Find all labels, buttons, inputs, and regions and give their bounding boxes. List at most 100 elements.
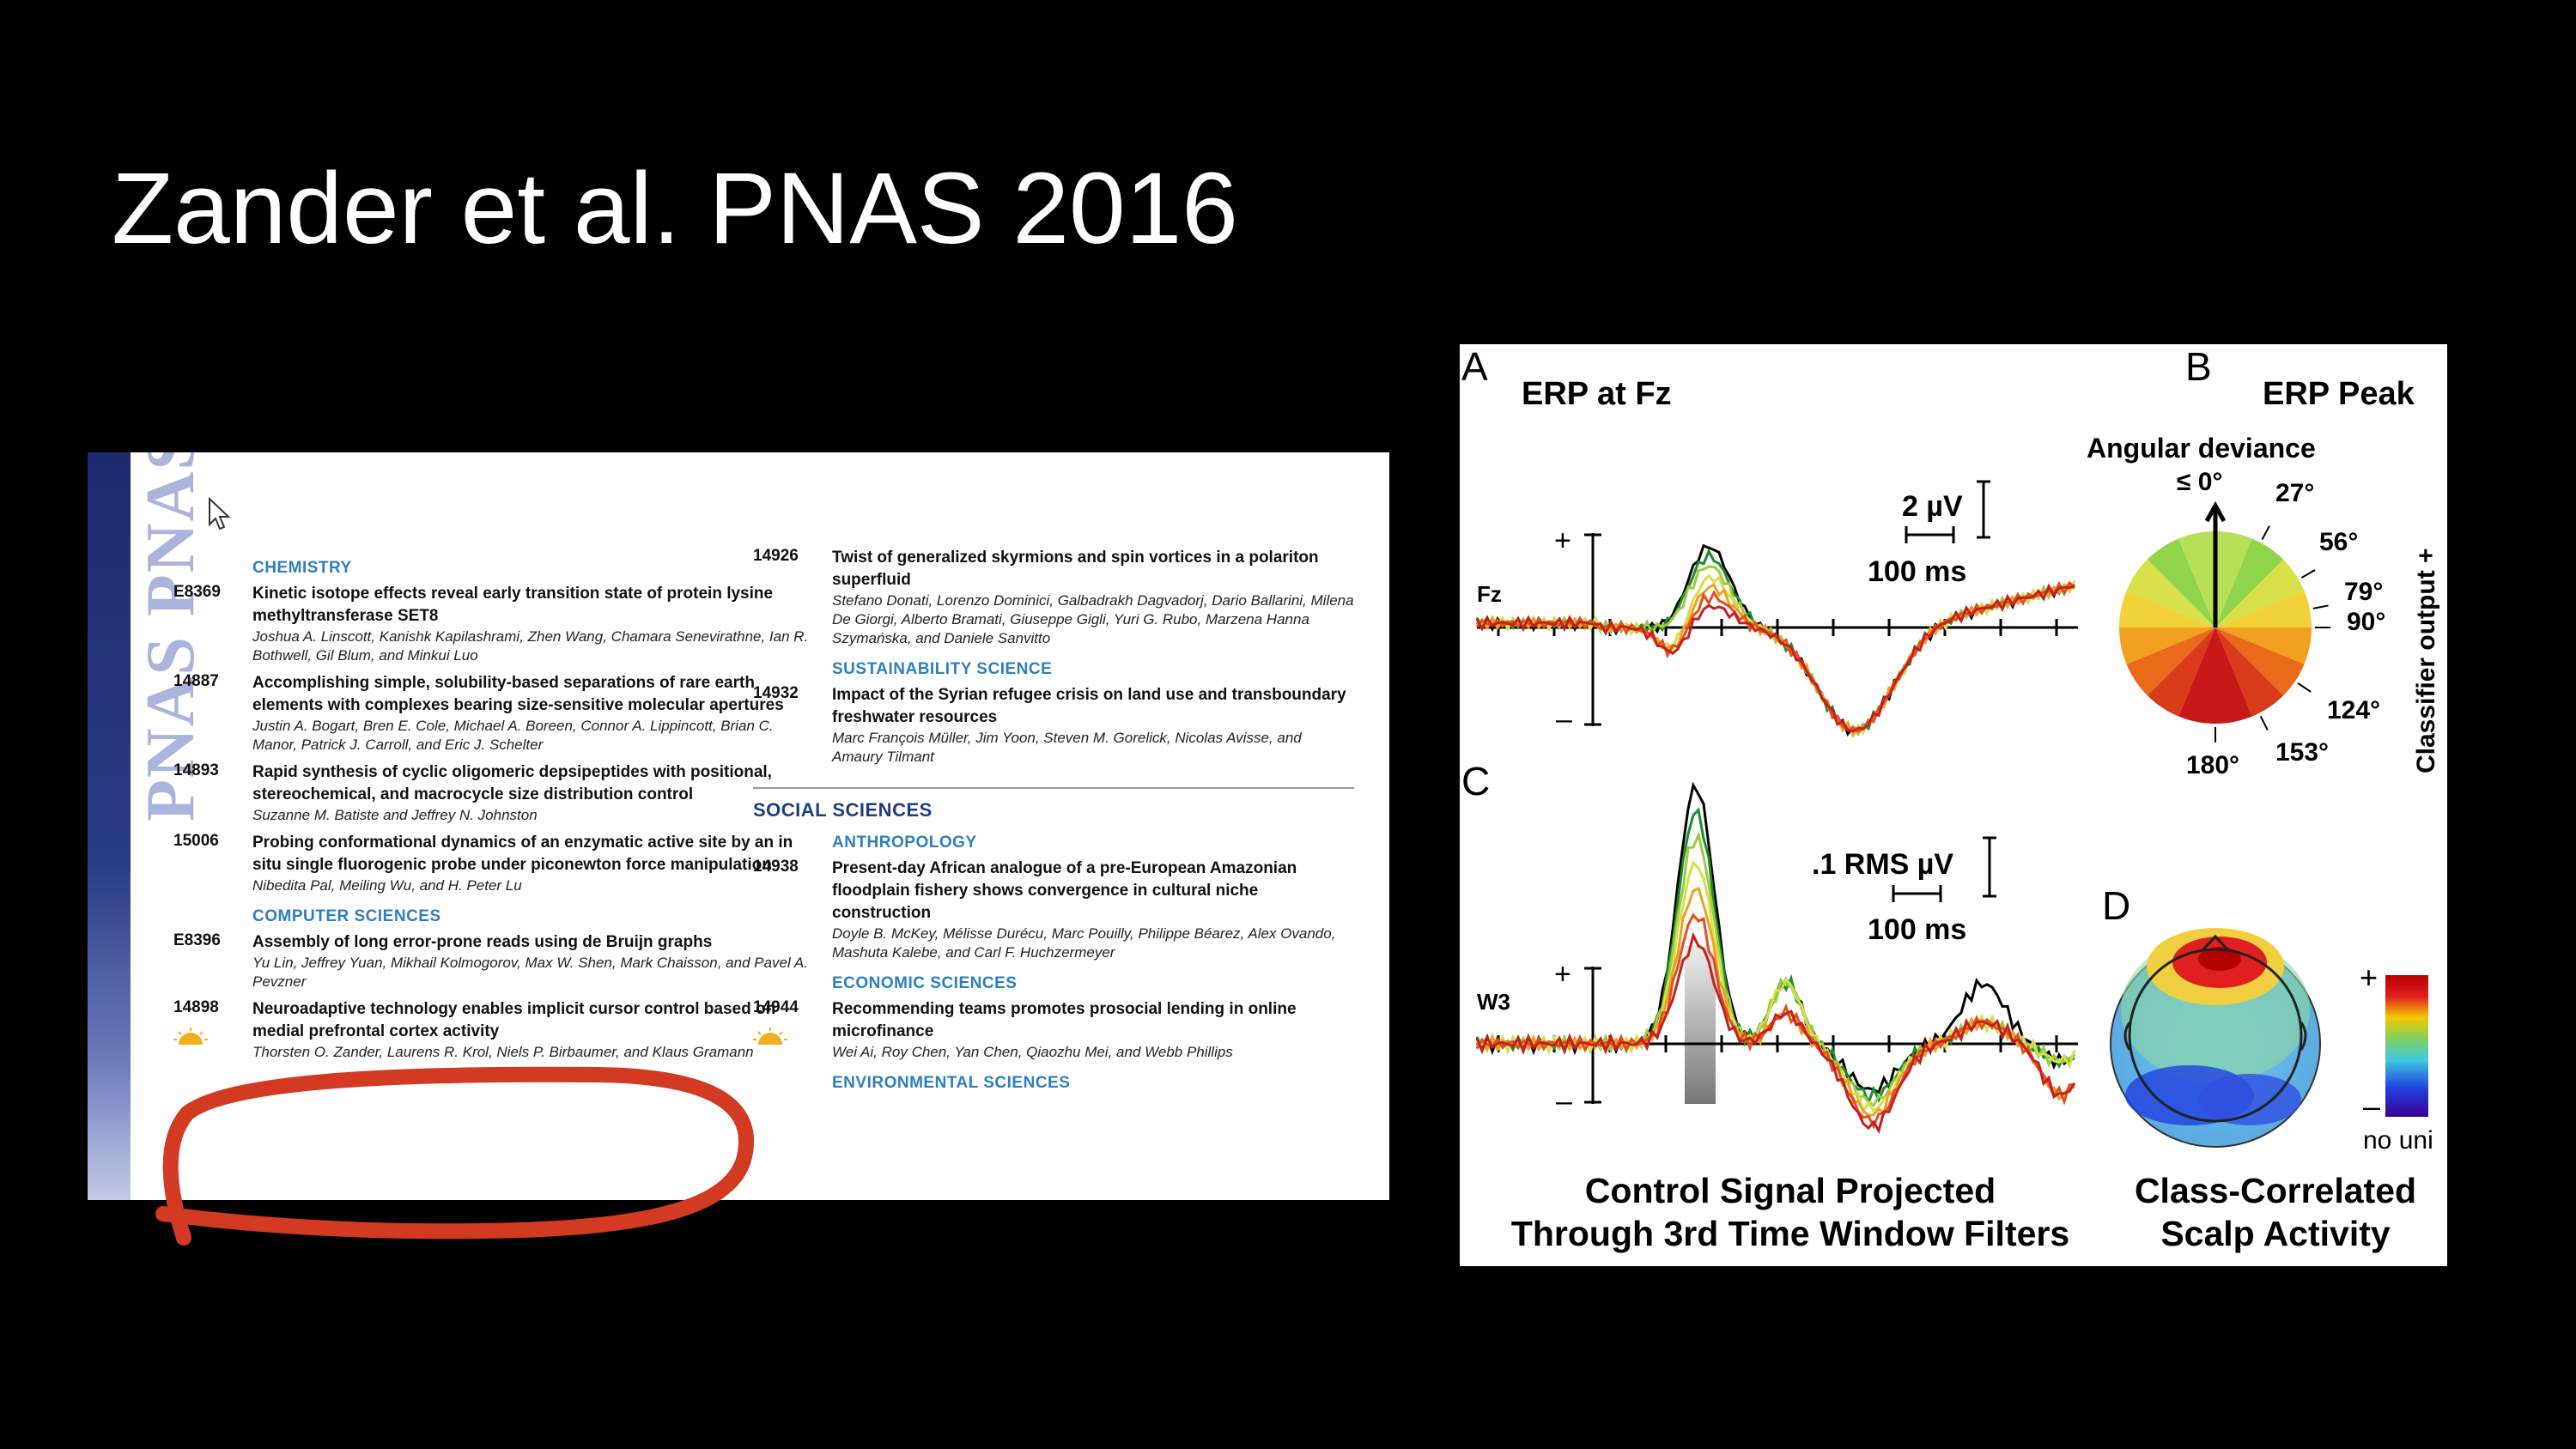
pie-slice bbox=[2178, 627, 2215, 724]
toc-article-authors: Justin A. Bogart, Bren E. Cole, Michael … bbox=[252, 718, 774, 753]
angle-label-27: 27° bbox=[2275, 479, 2314, 507]
panel-a-title: ERP at Fz bbox=[1522, 376, 1672, 412]
toc-article-title[interactable]: Twist of generalized skyrmions and spin … bbox=[832, 549, 1319, 589]
toc-page-number: 14944 bbox=[753, 998, 799, 1016]
toc-entry[interactable]: 14926 Twist of generalized skyrmions and … bbox=[753, 547, 1354, 648]
pie-slice bbox=[2147, 538, 2215, 627]
angle-tick bbox=[2297, 682, 2312, 693]
angle-label-79: 79° bbox=[2344, 578, 2383, 606]
pie-slice bbox=[2215, 627, 2284, 717]
toc-entry[interactable]: 14944 Recommending teams promotes prosoci… bbox=[753, 998, 1354, 1062]
angle-tick bbox=[2300, 569, 2316, 579]
panel-d-letter: D bbox=[2102, 883, 2130, 928]
angle-tick bbox=[2312, 604, 2329, 609]
toc-page-number: 14932 bbox=[753, 684, 799, 702]
panel-a-channel: Fz bbox=[1477, 581, 1502, 607]
colorbar-minus: – bbox=[2363, 1088, 2380, 1124]
pie-slice bbox=[2215, 627, 2305, 696]
toc-article-authors: Thorsten O. Zander, Laurens R. Krol, Nie… bbox=[252, 1044, 754, 1060]
panel-a-traces bbox=[1475, 543, 2076, 738]
toc-article-authors: Stefano Donati, Lorenzo Dominici, Galbad… bbox=[832, 592, 1354, 646]
panel-a-letter: A bbox=[1461, 344, 1488, 389]
toc-entry[interactable]: 14898 Neuroadaptive technology enables im… bbox=[173, 998, 809, 1062]
toc-left-column: CHEMISTRY E8369 Kinetic isotope effects re… bbox=[173, 547, 809, 1069]
pie-slice bbox=[2215, 538, 2284, 627]
toc-entry[interactable]: 14887 Accomplishing simple, solubility-ba… bbox=[173, 672, 809, 755]
toc-page-number: 14926 bbox=[753, 547, 799, 565]
pie-slice bbox=[2119, 591, 2215, 627]
erp-trace bbox=[1475, 912, 2075, 1130]
toc-entry[interactable]: E8396 Assembly of long error-prone reads … bbox=[173, 931, 809, 991]
toc-article-title[interactable]: Kinetic isotope effects reveal early tra… bbox=[252, 585, 774, 625]
panel-b-letter: B bbox=[2185, 344, 2212, 389]
open-access-sun-icon bbox=[173, 1028, 208, 1045]
pie-slice bbox=[2119, 627, 2215, 664]
panel-a-scale-bars bbox=[1905, 480, 1990, 543]
pie-slice bbox=[2215, 627, 2252, 724]
angular-deviance-pie bbox=[2119, 500, 2330, 743]
toc-article-authors: Doyle B. McKey, Mélisse Durécu, Marc Pou… bbox=[832, 925, 1336, 961]
panel-a-minus: – bbox=[1556, 703, 1572, 736]
toc-section-heading: ANTHROPOLOGY bbox=[832, 834, 977, 852]
panel-c-minus: – bbox=[1556, 1085, 1572, 1118]
toc-right-column: 14926 Twist of generalized skyrmions and … bbox=[753, 547, 1354, 1098]
panel-c-plus: + bbox=[1554, 958, 1571, 991]
mouse-cursor-icon bbox=[209, 497, 231, 530]
panel-c-letter: C bbox=[1461, 759, 1490, 803]
pie-slice bbox=[2215, 627, 2312, 664]
toc-article-title[interactable]: Accomplishing simple, solubility-based s… bbox=[252, 674, 784, 714]
erp-trace bbox=[1475, 931, 2076, 1134]
toc-entry[interactable]: E8369 Kinetic isotope effects reveal earl… bbox=[173, 583, 809, 665]
toc-section-heading: COMPUTER SCIENCES bbox=[252, 907, 441, 925]
angle-label-153: 153° bbox=[2275, 738, 2329, 767]
colorbar bbox=[2385, 975, 2428, 1117]
toc-article-authors: Nibedita Pal, Meiling Wu, and H. Peter L… bbox=[252, 877, 522, 894]
toc-entry[interactable]: 14938 Present-day African analogue of a p… bbox=[753, 858, 1354, 962]
toc-page-number: 14938 bbox=[753, 858, 799, 876]
panel-d-caption-line1: Class-Correlated bbox=[2135, 1171, 2416, 1210]
toc-section-heading: CHEMISTRY bbox=[252, 559, 352, 577]
angle-label-0: ≤ 0° bbox=[2177, 468, 2222, 496]
toc-section-heading: SUSTAINABILITY SCIENCE bbox=[832, 660, 1053, 678]
toc-entry[interactable]: 15006 Probing conformational dynamics of … bbox=[173, 832, 809, 895]
toc-article-authors: Suzanne M. Batiste and Jeffrey N. Johnst… bbox=[252, 807, 538, 823]
panel-a-scale-voltage: 2 µV bbox=[1902, 490, 1963, 523]
toc-article-authors: Yu Lin, Jeffrey Yuan, Mikhail Kolmogorov… bbox=[252, 955, 808, 990]
erp-figure: A ERP at Fz Fz + – 2 µV 100 ms B ERP Pea… bbox=[1460, 344, 2447, 1266]
toc-article-title[interactable]: Rapid synthesis of cyclic oligomeric dep… bbox=[252, 763, 772, 803]
toc-page-number: 15006 bbox=[173, 832, 219, 850]
pie-slice bbox=[2126, 627, 2215, 696]
toc-article-title[interactable]: Neuroadaptive technology enables implici… bbox=[252, 1000, 776, 1040]
pie-slice bbox=[2126, 559, 2215, 627]
angle-label-124: 124° bbox=[2327, 696, 2380, 724]
slide-title: Zander et al. PNAS 2016 bbox=[112, 152, 1238, 265]
pie-slice bbox=[2147, 627, 2215, 717]
toc-entry[interactable]: 14893 Rapid synthesis of cyclic oligomeri… bbox=[173, 761, 809, 825]
toc-article-title[interactable]: Recommending teams promotes prosocial le… bbox=[832, 1000, 1297, 1040]
panel-d-caption-line2: Scalp Activity bbox=[2160, 1214, 2391, 1253]
pie-slice bbox=[2178, 531, 2215, 627]
panel-c-traces bbox=[1475, 781, 2076, 1134]
toc-major-section-heading: SOCIAL SCIENCES bbox=[753, 787, 1354, 822]
toc-article-title[interactable]: Impact of the Syrian refugee crisis on l… bbox=[832, 686, 1346, 726]
arrow-up-icon bbox=[2204, 500, 2227, 627]
panel-c-scale-voltage: .1 RMS µV bbox=[1812, 848, 1953, 881]
panel-a-plus: + bbox=[1554, 524, 1571, 557]
colorbar-plus: + bbox=[2360, 960, 2378, 995]
erp-trace bbox=[1475, 583, 2075, 733]
toc-entry[interactable]: 14932 Impact of the Syrian refugee crisis… bbox=[753, 684, 1354, 767]
toc-article-title[interactable]: Probing conformational dynamics of an en… bbox=[252, 834, 793, 874]
toc-page-number: 14887 bbox=[173, 672, 219, 690]
toc-article-title[interactable]: Assembly of long error-prone reads using… bbox=[252, 933, 713, 951]
scalp-topography-map bbox=[2110, 928, 2321, 1148]
erp-trace bbox=[1475, 807, 2075, 1106]
toc-article-authors: Wei Ai, Roy Chen, Yan Chen, Qiaozhu Mei,… bbox=[832, 1044, 1233, 1060]
toc-article-authors: Joshua A. Linscott, Kanishk Kapilashrami… bbox=[252, 628, 809, 664]
toc-section-heading: ENVIRONMENTAL SCIENCES bbox=[832, 1074, 1071, 1092]
toc-article-title[interactable]: Present-day African analogue of a pre-Eu… bbox=[832, 859, 1297, 922]
panel-c-channel: W3 bbox=[1477, 989, 1510, 1015]
open-access-sun-icon bbox=[753, 1028, 787, 1045]
classifier-output-label: Classifier output + bbox=[2412, 548, 2440, 773]
pie-slice bbox=[2215, 559, 2305, 627]
toc-article-authors: Marc François Müller, Jim Yoon, Steven M… bbox=[832, 730, 1302, 765]
